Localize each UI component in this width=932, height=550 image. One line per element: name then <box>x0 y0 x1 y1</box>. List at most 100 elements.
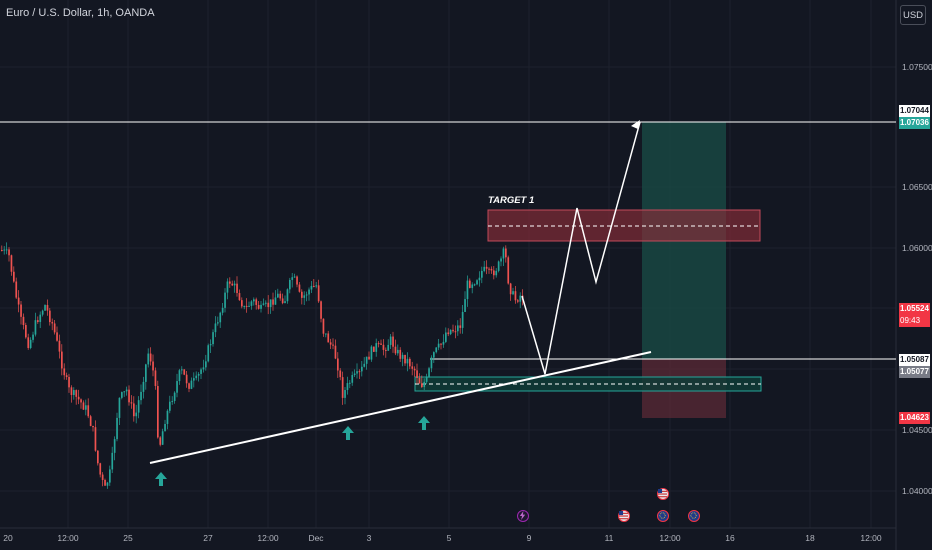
candle-body <box>137 400 140 413</box>
candle-body <box>315 285 318 287</box>
lightning-icon[interactable] <box>517 510 529 522</box>
candle-body <box>293 276 296 278</box>
candle-body <box>159 437 162 445</box>
candle-body <box>493 270 495 276</box>
eu-flag-icon[interactable] <box>657 510 669 522</box>
candle-body <box>53 323 56 333</box>
candle-body <box>301 291 303 298</box>
time-tick: 25 <box>123 533 133 543</box>
grid <box>0 0 896 528</box>
price-tick: 1.06500 <box>902 182 932 192</box>
time-tick: 27 <box>203 533 213 543</box>
candle-body <box>116 417 118 440</box>
candle-body <box>34 320 37 335</box>
candle-body <box>459 325 462 328</box>
candle-body <box>279 293 282 299</box>
candle-body <box>178 370 181 382</box>
candle-body <box>257 304 260 309</box>
candle-body <box>485 266 488 269</box>
candle-body <box>473 284 476 286</box>
candle-body <box>236 283 238 294</box>
candle-body <box>154 370 157 387</box>
candle-body <box>200 369 202 374</box>
up-arrow-icon <box>155 472 167 486</box>
candle-body <box>495 270 498 276</box>
candle-body <box>344 390 346 398</box>
candle-body <box>221 307 224 313</box>
candle-body <box>349 382 351 384</box>
currency-button[interactable]: USD <box>900 5 926 25</box>
candle-body <box>190 380 193 389</box>
candle-body <box>284 301 286 304</box>
candle-body <box>27 337 30 348</box>
candle-body <box>488 268 490 270</box>
price-tick: 1.06000 <box>902 243 932 253</box>
candle-body <box>385 349 387 351</box>
candle-body <box>351 375 354 383</box>
eu-flag-icon[interactable] <box>688 510 700 522</box>
trendline <box>149 351 652 464</box>
candle-body <box>481 270 483 278</box>
us-flag-icon[interactable] <box>657 488 669 500</box>
candle-body <box>365 356 368 364</box>
candle-body <box>454 331 457 333</box>
candle-body <box>29 339 32 348</box>
candle-body <box>133 403 135 417</box>
candle-body <box>109 469 111 483</box>
time-tick: 20 <box>3 533 13 543</box>
candle-body <box>361 366 363 372</box>
candle-body <box>512 291 514 295</box>
candle-body <box>500 258 502 262</box>
price-tick: 1.04000 <box>902 486 932 496</box>
candle-body <box>56 332 58 341</box>
candle-body <box>411 366 414 369</box>
candle-body <box>339 370 342 378</box>
symbol-title[interactable]: Euro / U.S. Dollar, 1h, OANDA <box>6 7 155 19</box>
price-label-upper: 1.07044 <box>899 105 930 117</box>
candle-body <box>99 463 102 475</box>
candle-body <box>173 392 176 401</box>
candle-body <box>281 298 284 304</box>
candle-body <box>231 283 234 286</box>
candle-body <box>329 342 332 345</box>
candle-body <box>303 295 306 298</box>
candle-body <box>130 402 133 404</box>
candle-body <box>519 295 522 302</box>
price-label-support: 1.05077 <box>899 366 930 378</box>
candle-body <box>497 261 500 271</box>
candle-body <box>442 341 445 345</box>
candle-body <box>226 281 229 293</box>
price-label-target: 1.07036 <box>899 117 930 129</box>
candle-body <box>217 322 219 324</box>
candle-body <box>188 383 190 389</box>
candle-body <box>195 375 198 379</box>
candle-body <box>104 479 106 486</box>
candle-body <box>37 320 39 322</box>
candle-body <box>219 312 222 323</box>
price-label-current: 1.05524 <box>899 303 930 315</box>
candle-body <box>243 305 246 307</box>
candle-body <box>514 291 517 301</box>
candle-body <box>224 292 226 308</box>
candle-body <box>375 343 378 352</box>
candle-body <box>445 332 447 342</box>
time-tick: 3 <box>366 533 372 543</box>
candle-body <box>197 373 200 376</box>
candle-body <box>140 391 142 401</box>
candle-body <box>70 387 73 395</box>
time-tick: 12:00 <box>659 533 681 543</box>
bar-countdown: 09:43 <box>899 315 930 327</box>
candle-body <box>308 289 310 295</box>
candle-body <box>58 340 61 352</box>
candle-body <box>145 364 147 382</box>
us-flag-icon[interactable] <box>618 510 630 522</box>
candle-body <box>147 353 150 365</box>
candle-body <box>248 305 250 307</box>
candle-body <box>325 333 327 335</box>
candle-body <box>313 285 315 287</box>
candle-body <box>425 376 428 382</box>
candle-body <box>267 302 270 308</box>
candle-body <box>509 283 512 295</box>
candle-body <box>397 349 399 354</box>
